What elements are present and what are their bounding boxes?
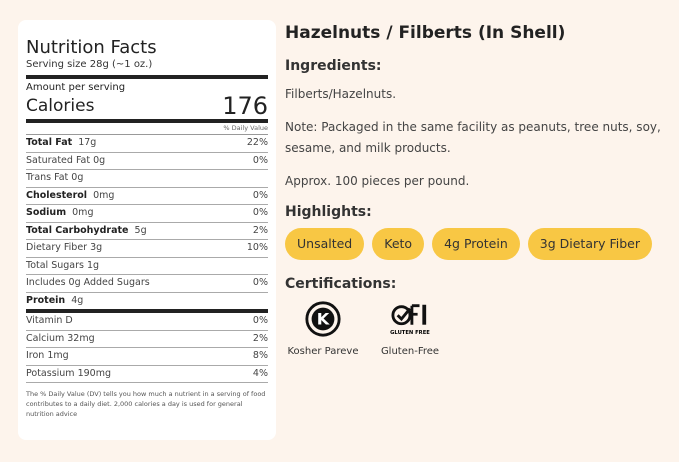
highlights-list: Unsalted Keto 4g Protein 3g Dietary Fiber [285,228,665,260]
nutrient-name: Total Carbohydrate [26,224,129,236]
cert-label: Kosher Pareve [287,346,359,357]
product-title: Hazelnuts / Filberts (In Shell) [285,23,566,43]
nutrient-amount: 4g [71,294,84,306]
nutrient-row: Total Fat 17g 22% [26,135,268,153]
nutrient-name: Sodium [26,207,67,218]
cert-kosher: K Kosher Pareve [285,300,361,357]
nutrient-row: Saturated Fat 0g 0% [26,153,268,170]
vitamin-name: Vitamin D [26,315,73,326]
nutrient-row: Dietary Fiber 3g 10% [26,240,268,258]
certifications-heading: Certifications: [285,276,397,292]
vitamin-dv: 8% [252,350,268,361]
vitamin-name: Calcium 32mg [26,332,95,344]
vitamin-row: Potassium 190mg 4% [26,366,268,383]
nutrient-dv: 0% [252,154,268,166]
serving-size: Serving size 28g (~1 oz.) [26,58,268,79]
highlight-pill: 4g Protein [432,228,520,260]
nutrient-row: Protein 4g [26,293,268,313]
ingredients-heading: Ingredients: [285,58,382,74]
nutrient-amount: 17g [78,137,97,148]
nutrient-name: Dietary Fiber 3g [26,242,103,253]
ingredients-text: Filberts/Hazelnuts. [285,87,397,101]
nutrient-name: Trans Fat 0g [26,172,84,183]
vitamin-row: Iron 1mg 8% [26,348,268,366]
footnote: The % Daily Value (DV) tells you how muc… [26,390,266,418]
vitamin-name: Iron 1mg [26,350,69,361]
daily-value-header: % Daily Value [26,123,268,135]
nutrient-row: Total Sugars 1g [26,258,268,275]
vitamin-name: Potassium 190mg [26,367,111,379]
vitamin-dv: 2% [252,332,268,344]
nutrient-row: Sodium 0mg 0% [26,205,268,223]
nutrient-name: Cholesterol [26,189,88,201]
vitamin-row: Calcium 32mg 2% [26,331,268,348]
vitamin-row: Vitamin D 0% [26,313,268,331]
cert-label: Gluten-Free [380,346,440,357]
nutrient-dv: 22% [246,137,268,148]
nutrient-dv: 10% [246,242,268,253]
nutrient-name: Protein [26,294,66,306]
nutrient-amount: 0mg [93,189,115,201]
nutrient-row: Trans Fat 0g [26,170,268,188]
certifications-list: K Kosher Pareve GLUTEN FREE Gluten-Free [285,300,665,357]
highlight-pill: 3g Dietary Fiber [527,228,653,260]
nutrient-row: Cholesterol 0mg 0% [26,188,268,205]
nutrient-amount: 5g [134,224,147,236]
amount-per-serving: Amount per serving [26,82,126,93]
nutrient-row: Total Carbohydrate 5g 2% [26,223,268,240]
vitamin-dv: 4% [252,367,268,379]
pieces-per-pound: Approx. 100 pieces per pound. [285,174,470,188]
nutrient-name: Includes 0g Added Sugars [26,277,150,288]
nutrient-dv: 2% [252,224,268,236]
calories-label: Calories [26,96,95,116]
product-details: Hazelnuts / Filberts (In Shell) Ingredie… [285,20,665,357]
nutrient-row: Includes 0g Added Sugars 0% [26,275,268,293]
nutrition-title: Nutrition Facts [26,37,157,58]
highlight-pill: Keto [372,228,425,260]
allergen-note: Note: Packaged in the same facility as p… [285,120,661,155]
highlight-pill: Unsalted [285,228,365,260]
nutrient-name: Total Fat [26,137,73,148]
calories-value: 176 [222,92,268,120]
nutrient-amount: 0mg [72,207,94,218]
nutrient-name: Total Sugars 1g [26,259,100,271]
nutrient-name: Saturated Fat 0g [26,154,106,166]
highlights-heading: Highlights: [285,204,372,220]
gfco-gluten-free-icon: GLUTEN FREE [390,304,430,336]
svg-text:K: K [317,310,330,329]
nutrient-dv: 0% [252,207,268,218]
kosher-k-icon: K [305,301,341,337]
vitamin-dv: 0% [252,315,268,326]
calories-row: Calories 176 [26,92,268,123]
nutrition-facts-label: Nutrition Facts Serving size 28g (~1 oz.… [18,20,276,440]
nutrient-dv: 0% [252,277,268,288]
nutrient-dv: 0% [252,189,268,201]
svg-text:GLUTEN FREE: GLUTEN FREE [390,330,430,336]
cert-gluten-free: GLUTEN FREE Gluten-Free [377,300,443,357]
